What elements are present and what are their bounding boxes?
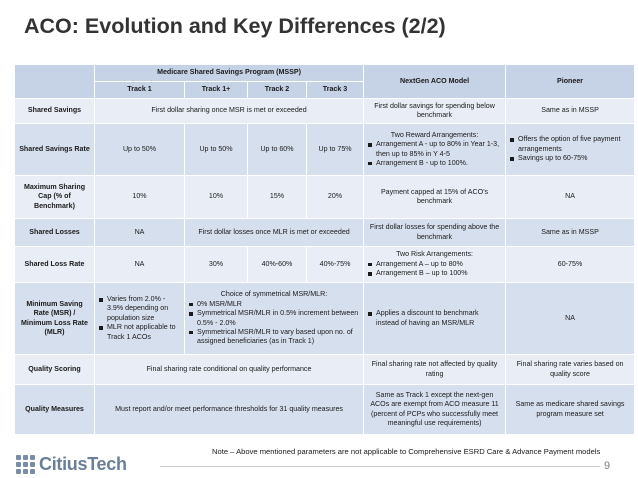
bullet-item: MLR not applicable to Track 1 ACOs — [98, 323, 181, 342]
nextgen-cell: Applies a discount to benchmark instead … — [363, 282, 507, 355]
citiustech-logo: CitiusTech — [16, 454, 127, 474]
row-label: Quality Measures — [14, 384, 95, 435]
nextgen-bullet-list: Arrangement A – up to 80% Arrangement B … — [367, 260, 502, 279]
row-quality-scoring: Quality Scoring Final sharing rate condi… — [14, 354, 636, 385]
bullet-item: Savings up to 60-75% — [509, 154, 631, 163]
row-shared-losses: Shared Losses NA First dollar losses onc… — [14, 218, 636, 247]
track-3-cell: Up to 75% — [305, 123, 365, 176]
header-track-1-plus: Track 1+ — [184, 81, 248, 99]
track-1-cell: NA — [94, 246, 185, 283]
header-mssp: Medicare Shared Savings Program (MSSP) — [93, 64, 365, 82]
msr-choice-intro: Choice of symmetrical MSR/MLR: — [220, 290, 328, 299]
pioneer-cell: Same as medicare shared savings program … — [505, 384, 636, 435]
row-label: Shared Loss Rate — [14, 246, 95, 283]
track-1-plus-to-3-cell: Choice of symmetrical MSR/MLR: 0% MSR/ML… — [183, 282, 365, 355]
track-1-plus-cell: 30% — [184, 246, 248, 283]
pioneer-cell: NA — [505, 282, 636, 355]
header-track-3: Track 3 — [305, 81, 365, 99]
mssp-cell: Must report and/or meet performance thre… — [93, 384, 365, 435]
row-label: Quality Scoring — [14, 354, 95, 385]
nextgen-cell: First dollar losses for spending above t… — [363, 218, 507, 247]
nextgen-cell: Final sharing rate not affected by quali… — [363, 354, 507, 385]
track-1-plus-to-3-cell: First dollar losses once MLR is met or e… — [183, 218, 365, 247]
row-shared-savings: Shared Savings First dollar sharing once… — [14, 98, 636, 124]
slide-title: ACO: Evolution and Key Differences (2/2) — [24, 14, 446, 38]
track-2-cell: Up to 60% — [247, 123, 307, 176]
track-1-cell: Varies from 2.0% - 3.9% depending on pop… — [94, 282, 185, 355]
nextgen-cell: Payment capped at 15% of ACO’s benchmark — [363, 175, 507, 219]
page-number: 9 — [604, 460, 611, 472]
pioneer-cell: Same as in MSSP — [505, 218, 636, 247]
row-label: Shared Savings — [14, 98, 95, 124]
track-1-cell: Up to 50% — [94, 123, 185, 176]
track-3-cell: 20% — [305, 175, 365, 219]
bullet-item: Arrangement B - up to 100%. — [367, 159, 502, 168]
track-3-cell: 40%-75% — [305, 246, 365, 283]
pioneer-cell: 60-75% — [505, 246, 636, 283]
logo-grid-icon — [16, 454, 35, 474]
track-1-cell: NA — [94, 218, 185, 247]
bullet-item: 0% MSR/MLR — [188, 300, 360, 309]
bullet-item: Symmetrical MSR/MLR to vary based upon n… — [188, 328, 360, 347]
logo-text: CitiusTech — [39, 453, 127, 474]
track-1-plus-cell: Up to 50% — [184, 123, 248, 176]
comparison-table: Medicare Shared Savings Program (MSSP) N… — [14, 64, 636, 435]
bullet-item: Applies a discount to benchmark instead … — [367, 309, 502, 328]
bullet-item: Arrangement B – up to 100% — [367, 269, 502, 278]
header-nextgen: NextGen ACO Model — [363, 64, 507, 99]
header-corner-cell — [14, 64, 95, 99]
nextgen-bullet-list: Arrangement A - up to 80% in Year 1-3, t… — [367, 140, 502, 168]
nextgen-cell: Two Risk Arrangements: Arrangement A – u… — [363, 246, 507, 283]
footer-divider — [160, 466, 600, 467]
pioneer-cell: Offers the option of five payment arrang… — [505, 123, 636, 176]
nextgen-bullet-list: Applies a discount to benchmark instead … — [367, 309, 502, 328]
pioneer-cell: Final sharing rate varies based on quali… — [505, 354, 636, 385]
row-label: Minimum Saving Rate (MSR) / Minimum Loss… — [14, 282, 95, 355]
row-quality-measures: Quality Measures Must report and/or meet… — [14, 384, 636, 435]
track-2-cell: 40%-60% — [247, 246, 307, 283]
mssp-cell: Final sharing rate conditional on qualit… — [93, 354, 365, 385]
nextgen-intro: Two Risk Arrangements: — [396, 250, 473, 259]
track-1-cell: 10% — [94, 175, 185, 219]
nextgen-cell: Two Reward Arrangements: Arrangement A -… — [363, 123, 507, 176]
pioneer-cell: NA — [505, 175, 636, 219]
row-label: Maximum Sharing Cap (% of Benchmark) — [14, 175, 95, 219]
row-max-sharing-cap: Maximum Sharing Cap (% of Benchmark) 10%… — [14, 175, 636, 219]
header-track-2: Track 2 — [247, 81, 307, 99]
bullet-item: Symmetrical MSR/MLR in 0.5% increment be… — [188, 309, 360, 328]
footnote: Note – Above mentioned parameters are no… — [212, 447, 601, 456]
bullet-item: Offers the option of five payment arrang… — [509, 135, 631, 154]
track-1-plus-cell: 10% — [184, 175, 248, 219]
nextgen-cell: Same as Track 1 except the next-gen ACOs… — [363, 384, 507, 435]
nextgen-cell: First dollar savings for spending below … — [363, 98, 507, 124]
track-1-bullet-list: Varies from 2.0% - 3.9% depending on pop… — [98, 295, 181, 342]
row-label: Shared Losses — [14, 218, 95, 247]
track-2-cell: 15% — [247, 175, 307, 219]
bullet-item: Arrangement A - up to 80% in Year 1-3, t… — [367, 140, 502, 159]
bullet-item: Varies from 2.0% - 3.9% depending on pop… — [98, 295, 181, 323]
row-shared-loss-rate: Shared Loss Rate NA 30% 40%-60% 40%-75% … — [14, 246, 636, 283]
nextgen-intro: Two Reward Arrangements: — [390, 130, 479, 139]
bullet-item: Arrangement A – up to 80% — [367, 260, 502, 269]
pioneer-bullet-list: Offers the option of five payment arrang… — [509, 135, 631, 163]
row-label: Shared Savings Rate — [14, 123, 95, 176]
msr-choice-bullet-list: 0% MSR/MLR Symmetrical MSR/MLR in 0.5% i… — [188, 300, 360, 347]
pioneer-cell: Same as in MSSP — [505, 98, 636, 124]
header-pioneer: Pioneer — [505, 64, 636, 99]
row-min-saving-rate: Minimum Saving Rate (MSR) / Minimum Loss… — [14, 282, 636, 355]
header-track-1: Track 1 — [94, 81, 185, 99]
row-shared-savings-rate: Shared Savings Rate Up to 50% Up to 50% … — [14, 123, 636, 176]
mssp-cell: First dollar sharing once MSR is met or … — [93, 98, 365, 124]
